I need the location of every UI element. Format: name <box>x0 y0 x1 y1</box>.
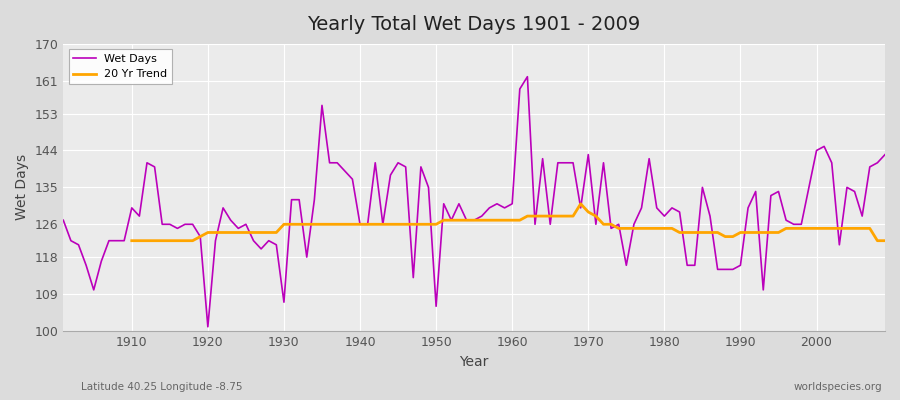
Y-axis label: Wet Days: Wet Days <box>15 154 29 220</box>
20 Yr Trend <box>126 238 137 243</box>
20 Yr Trend <box>271 230 282 235</box>
Text: worldspecies.org: worldspecies.org <box>794 382 882 392</box>
Wet Days <box>522 74 533 79</box>
Wet Days <box>613 222 624 227</box>
20 Yr Trend <box>515 218 526 222</box>
20 Yr Trend <box>583 210 594 214</box>
Wet Days <box>879 152 890 157</box>
Wet Days <box>119 238 130 243</box>
Wet Days <box>58 218 68 222</box>
20 Yr Trend <box>302 222 312 227</box>
Text: Latitude 40.25 Longitude -8.75: Latitude 40.25 Longitude -8.75 <box>81 382 242 392</box>
20 Yr Trend <box>575 201 586 206</box>
Line: 20 Yr Trend: 20 Yr Trend <box>131 204 885 241</box>
20 Yr Trend <box>826 226 837 231</box>
Line: Wet Days: Wet Days <box>63 77 885 327</box>
20 Yr Trend <box>850 226 860 231</box>
Wet Days <box>339 168 350 173</box>
Wet Days <box>507 201 517 206</box>
Wet Days <box>293 197 304 202</box>
Legend: Wet Days, 20 Yr Trend: Wet Days, 20 Yr Trend <box>68 50 172 84</box>
Wet Days <box>202 324 213 329</box>
20 Yr Trend <box>879 238 890 243</box>
Title: Yearly Total Wet Days 1901 - 2009: Yearly Total Wet Days 1901 - 2009 <box>308 15 641 34</box>
X-axis label: Year: Year <box>460 355 489 369</box>
Wet Days <box>515 86 526 91</box>
